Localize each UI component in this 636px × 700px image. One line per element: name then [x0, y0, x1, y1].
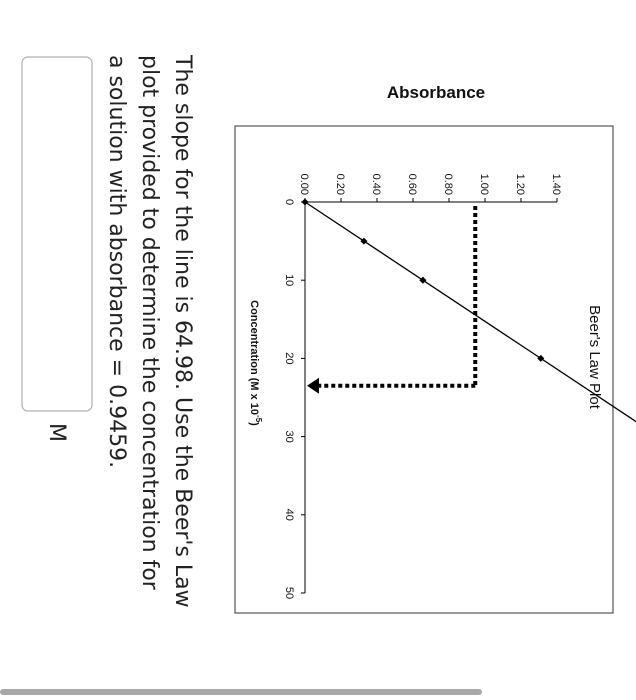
- guide-lines: [307, 206, 478, 394]
- guide-arrowhead: [307, 377, 319, 394]
- data-points: [301, 198, 545, 362]
- data-point: [419, 276, 427, 284]
- question-line-3: a solution with absorbance = 0.9459.: [104, 55, 129, 468]
- y-tick-label: 0.00: [298, 174, 310, 195]
- question-line-2: plot provided to determine the concentra…: [137, 55, 162, 591]
- chart-frame: [234, 125, 614, 614]
- question-line-1: The slope for the line is 64.98. Use the…: [170, 54, 195, 608]
- chart-title: Beer's Law Plot: [586, 305, 603, 410]
- x-tick-label: 10: [283, 274, 295, 286]
- x-ticks: 0 10 20 30 40 50: [283, 199, 305, 599]
- y-tick-label: 1.40: [550, 174, 562, 195]
- scrollbar[interactable]: [0, 689, 482, 695]
- x-tick-label: 20: [283, 352, 295, 364]
- plot-axes: [304, 201, 557, 593]
- data-point: [360, 237, 368, 245]
- x-tick-label: 50: [283, 587, 295, 599]
- data-point: [301, 198, 309, 206]
- y-tick-label: 1.00: [478, 174, 490, 195]
- y-tick-label: 0.40: [370, 174, 382, 195]
- answer-unit: M: [44, 423, 69, 442]
- answer-input[interactable]: [21, 56, 93, 412]
- x-tick-label: 0: [283, 199, 295, 205]
- x-tick-label: 30: [283, 430, 295, 442]
- y-ticks: 0.00 0.20 0.40 0.60 0.80 1.00 1.20 1.40: [298, 174, 562, 202]
- y-axis-label: Absorbance: [387, 83, 485, 102]
- y-tick-label: 0.60: [406, 174, 418, 195]
- data-point: [537, 354, 545, 362]
- y-tick-label: 0.80: [442, 174, 454, 195]
- x-axis-label: Concentration (M x 10-5): [248, 300, 263, 426]
- x-tick-label: 40: [283, 509, 295, 521]
- y-tick-label: 1.20: [514, 174, 526, 195]
- y-tick-label: 0.20: [334, 174, 346, 195]
